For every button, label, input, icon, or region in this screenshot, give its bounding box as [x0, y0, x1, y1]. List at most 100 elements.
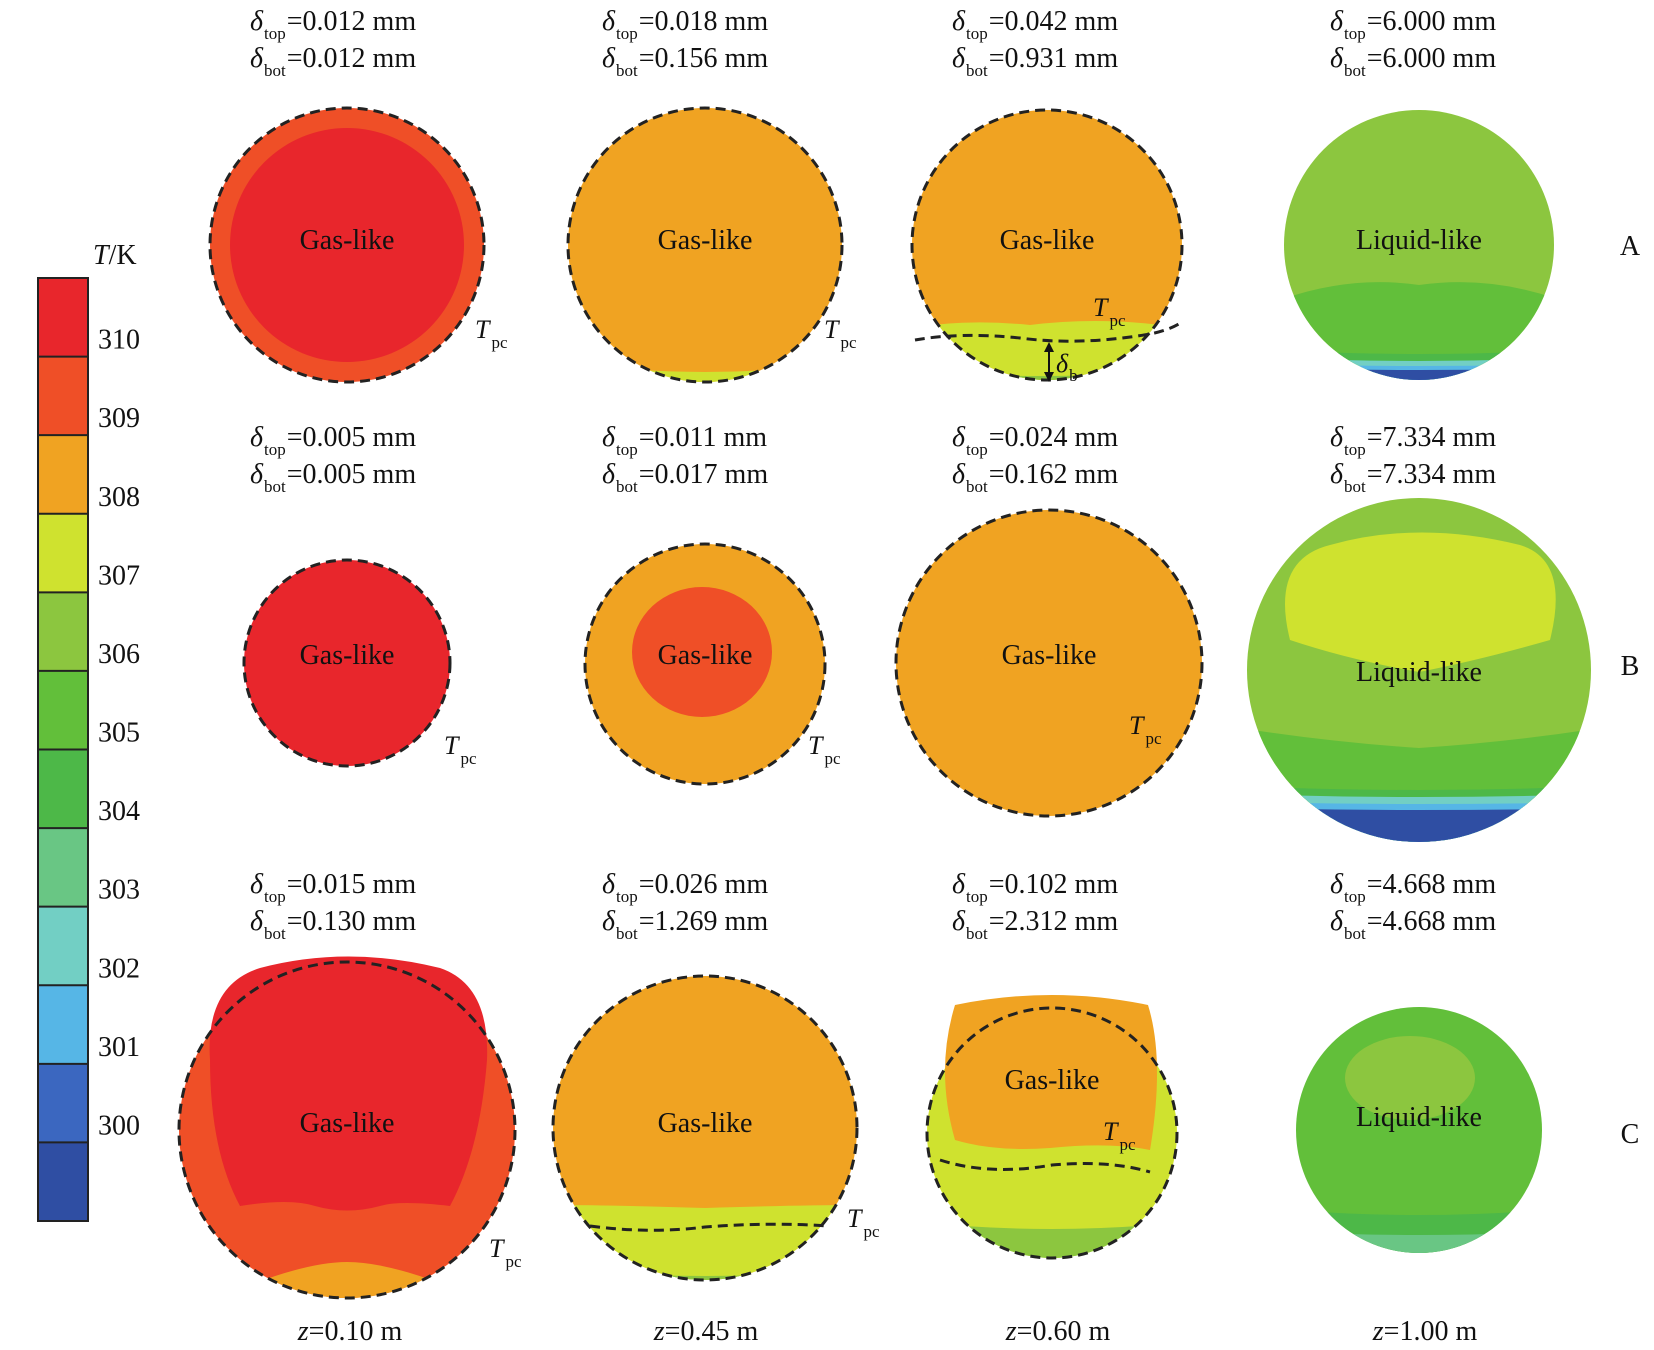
delta-top-label: δtop=6.000 mm: [1330, 6, 1496, 43]
delta-bot-label: δbot=0.012 mm: [250, 43, 416, 80]
delta-bot-label: δbot=0.005 mm: [250, 459, 416, 496]
region-label: Liquid-like: [1356, 657, 1482, 688]
colorbar-band: [38, 1063, 88, 1143]
delta-bot-label: δbot=1.269 mm: [602, 906, 768, 943]
tpc-isotherm: [894, 508, 1204, 818]
colorbar-tick-label: 307: [98, 560, 140, 591]
colorbar-band: [38, 828, 88, 908]
colorbar-tick-label: 306: [98, 639, 140, 670]
delta-bot-label: δbot=2.312 mm: [952, 906, 1118, 943]
region-label: Gas-like: [1000, 225, 1095, 256]
row-letter: C: [1621, 1119, 1640, 1150]
delta-top-label: δtop=0.018 mm: [602, 6, 768, 43]
delta-bot-label: δbot=4.668 mm: [1330, 906, 1496, 943]
colorbar-band: [38, 985, 88, 1065]
delta-top-label: δtop=4.668 mm: [1330, 869, 1496, 906]
z-label: z=1.00 m: [1372, 1316, 1478, 1347]
contour-fill: [1296, 1007, 1542, 1253]
colorbar-tick-label: 301: [98, 1032, 140, 1063]
tpc-isotherm: [925, 1006, 1179, 1260]
contour-fill: [927, 995, 1177, 1258]
region-label: Gas-like: [1005, 1065, 1100, 1096]
region-label: Liquid-like: [1356, 225, 1482, 256]
panel-A-z100: Liquid-like: [1284, 110, 1554, 380]
region-label: Gas-like: [300, 1108, 395, 1139]
row-letter: B: [1621, 651, 1640, 682]
panel-B-z100: Liquid-like: [1247, 498, 1591, 842]
tpc-isotherm: [566, 106, 844, 384]
region-label: Gas-like: [300, 640, 395, 671]
region-label: Gas-like: [658, 640, 753, 671]
tpc-isotherm-outer: [910, 108, 1184, 382]
delta-bot-label: δbot=0.162 mm: [952, 459, 1118, 496]
colorbar-tick-label: 309: [98, 403, 140, 434]
region-label: Liquid-like: [1356, 1102, 1482, 1133]
tpc-isotherm-inner: [939, 1158, 1151, 1174]
colorbar-title-symbol: T: [93, 240, 111, 271]
z-position-labels: z=0.10 m z=0.45 m z=0.60 m z=1.00 m: [297, 1316, 1478, 1347]
region-label: Gas-like: [1002, 640, 1097, 671]
delta-top-label: δtop=0.042 mm: [952, 6, 1118, 43]
z-label: z=0.60 m: [1005, 1316, 1111, 1347]
tpc-isotherm: [551, 974, 859, 1282]
delta-bot-label: δbot=0.017 mm: [602, 459, 768, 496]
colorbar-bands: [38, 278, 88, 1222]
delta-top-label: δtop=0.011 mm: [602, 422, 767, 459]
colorbar-band: [38, 749, 88, 829]
colorbar-band: [38, 356, 88, 436]
delta-bot-label: δbot=7.334 mm: [1330, 459, 1496, 496]
delta-top-label: δtop=7.334 mm: [1330, 422, 1496, 459]
colorbar-band: [38, 513, 88, 593]
colorbar-tick-label: 308: [98, 482, 140, 513]
region-label: Gas-like: [658, 225, 753, 256]
row-letters: A B C: [1620, 231, 1641, 1150]
delta-b-arrow: δb: [1044, 342, 1078, 385]
colorbar-band: [38, 435, 88, 515]
panel-C-z100: Liquid-like: [1296, 1007, 1542, 1253]
colorbar-tick-label: 304: [98, 796, 140, 827]
delta-bot-label: δbot=0.931 mm: [952, 43, 1118, 80]
tpc-isotherm: [177, 960, 517, 1300]
colorbar-title-unit: /K: [109, 240, 137, 271]
contour-fill: [896, 510, 1202, 816]
region-label: Gas-like: [300, 225, 395, 256]
colorbar-band: [38, 670, 88, 750]
delta-top-label: δtop=0.026 mm: [602, 869, 768, 906]
contour-fill: [210, 108, 484, 382]
tpc-isotherm: [914, 320, 1183, 343]
tpc-isotherm: [208, 106, 486, 384]
colorbar-tick-label: 302: [98, 953, 140, 984]
colorbar-band: [38, 1142, 88, 1222]
colorbar-tick-label: 310: [98, 325, 140, 356]
delta-bot-label: δbot=0.130 mm: [250, 906, 416, 943]
delta-top-label: δtop=0.012 mm: [250, 6, 416, 43]
delta-bot-label: δbot=6.000 mm: [1330, 43, 1496, 80]
tpc-isotherm-inner: [589, 1222, 829, 1232]
colorbar-band: [38, 278, 88, 358]
region-label: Gas-like: [658, 1108, 753, 1139]
colorbar: T/K 310 309 308 307 306 305 304 303 302 301 300: [37, 240, 140, 1222]
delta-top-label: δtop=0.005 mm: [250, 422, 416, 459]
colorbar-ticks: 310 309 308 307 306 305 304 303 302 301 300: [38, 325, 140, 1144]
z-label: z=0.10 m: [297, 1316, 403, 1347]
